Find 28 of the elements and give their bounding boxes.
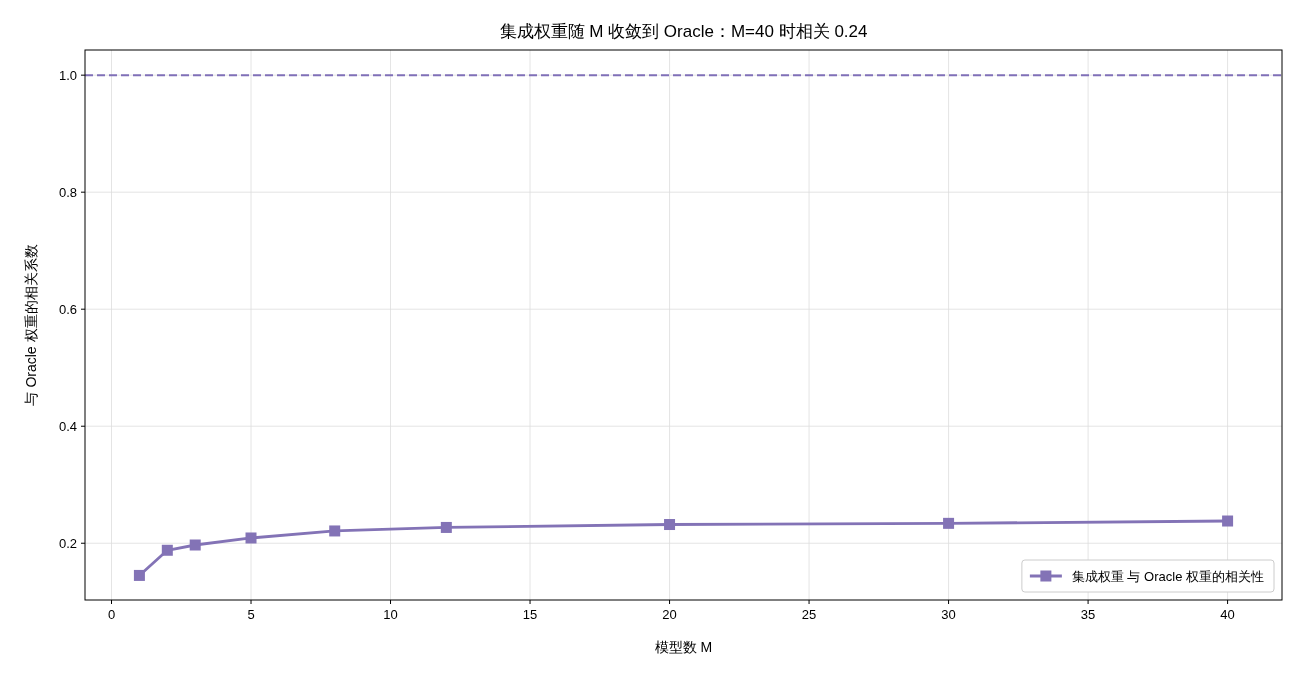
- y-tick-label: 0.4: [58, 418, 77, 434]
- y-tick-label: 0.2: [58, 535, 77, 551]
- point: [440, 521, 452, 533]
- point: [943, 517, 955, 529]
- x-tick-label: 5: [247, 607, 255, 622]
- legend: 集成权重 与 Oracle 权重的相关性: [1021, 559, 1275, 593]
- point: [189, 539, 201, 551]
- point: [1222, 515, 1234, 527]
- point: [161, 544, 173, 556]
- x-tick-label: 0: [107, 607, 116, 622]
- y-tick-label: 1.0: [58, 67, 77, 83]
- chart-title: 集成权重随 M 收敛到 Oracle：M=40 时相关 0.24: [499, 22, 868, 41]
- x-tick-label: 35: [1080, 607, 1096, 622]
- y-tick-label: 0.6: [58, 301, 77, 317]
- legend-label: 集成权重 与 Oracle 权重的相关性: [1071, 568, 1264, 584]
- x-tick-label: 40: [1220, 607, 1235, 622]
- y-tick-label: 0.8: [58, 184, 77, 200]
- x-tick-label: 30: [941, 607, 956, 622]
- y-axis-title: 与 Oracle 权重的相关系数: [23, 244, 39, 406]
- point: [245, 532, 257, 544]
- point: [133, 569, 145, 581]
- x-tick-label: 15: [522, 607, 538, 622]
- x-tick-label: 10: [383, 607, 398, 622]
- x-axis-title: 模型数 M: [654, 639, 713, 655]
- x-tick-label: 25: [801, 607, 817, 622]
- point: [664, 519, 676, 531]
- x-tick-label: 20: [662, 607, 677, 622]
- point: [329, 525, 341, 537]
